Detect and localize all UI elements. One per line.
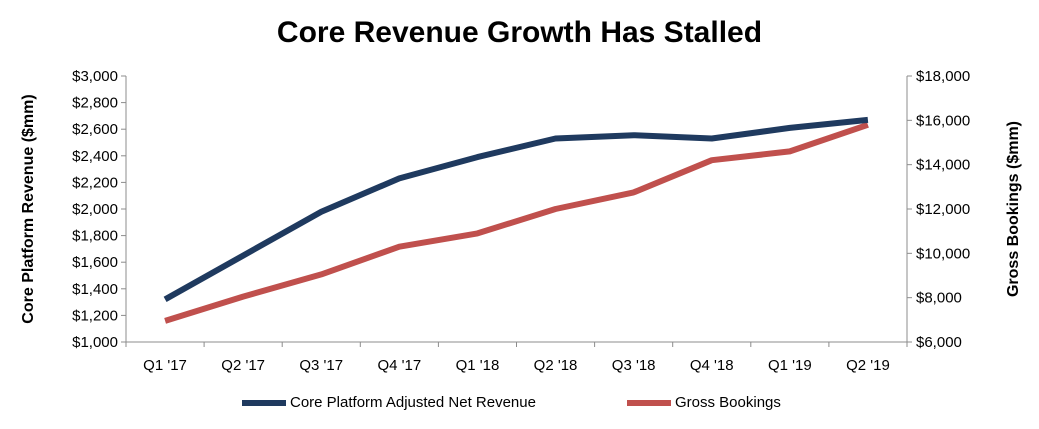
y-left-tick-label: $1,800 bbox=[72, 228, 118, 245]
y-left-tick-label: $2,800 bbox=[72, 95, 118, 112]
y-right-tick-label: $6,000 bbox=[916, 334, 962, 351]
y-left-tick-label: $2,200 bbox=[72, 174, 118, 191]
x-tick-label: Q1 '17 bbox=[143, 357, 187, 374]
y-left-tick-label: $2,400 bbox=[72, 148, 118, 165]
series-line-gross-bookings bbox=[164, 121, 869, 324]
x-tick-label: Q4 '17 bbox=[377, 357, 421, 374]
y-right-tick-label: $18,000 bbox=[916, 68, 970, 85]
x-tick-label: Q2 '17 bbox=[221, 357, 265, 374]
x-tick-label: Q1 '19 bbox=[768, 357, 812, 374]
series-line-core-revenue bbox=[163, 116, 869, 303]
y-right-tick-label: $10,000 bbox=[916, 245, 970, 262]
y-axis-right-title: Gross Bookings ($mm) bbox=[1005, 121, 1022, 297]
chart-title: Core Revenue Growth Has Stalled bbox=[276, 16, 763, 49]
x-tick-label: Q2 '19 bbox=[846, 357, 890, 374]
y-right-tick-label: $8,000 bbox=[916, 290, 962, 307]
x-tick-label: Q3 '18 bbox=[612, 357, 656, 374]
x-tick-label: Q3 '17 bbox=[299, 357, 343, 374]
legend-item-gross-bookings: Gross Bookings bbox=[627, 394, 781, 411]
x-tick-label: Q1 '18 bbox=[456, 357, 500, 374]
legend-label: Gross Bookings bbox=[675, 394, 781, 411]
x-tick-label: Q4 '18 bbox=[690, 357, 734, 374]
y-left-tick-label: $1,400 bbox=[72, 281, 118, 298]
y-left-tick-label: $1,600 bbox=[72, 254, 118, 271]
y-right-tick-label: $12,000 bbox=[916, 201, 970, 218]
y-left-tick-label: $2,600 bbox=[72, 121, 118, 138]
y-left-tick-label: $3,000 bbox=[72, 68, 118, 85]
y-left-tick-label: $1,000 bbox=[72, 334, 118, 351]
y-left-tick-label: $2,000 bbox=[72, 201, 118, 218]
legend-swatch bbox=[627, 399, 671, 406]
x-tick-label: Q2 '18 bbox=[534, 357, 578, 374]
y-axis-left-title: Core Platform Revenue ($mm) bbox=[20, 94, 37, 323]
y-right-tick-label: $16,000 bbox=[916, 112, 970, 129]
legend-item-core-revenue: Core Platform Adjusted Net Revenue bbox=[242, 394, 536, 411]
y-left-tick-label: $1,200 bbox=[72, 307, 118, 324]
y-right-tick-label: $14,000 bbox=[916, 157, 970, 174]
legend-swatch bbox=[242, 399, 286, 406]
legend: Core Platform Adjusted Net Revenue Gross… bbox=[0, 394, 1039, 414]
legend-label: Core Platform Adjusted Net Revenue bbox=[290, 394, 536, 411]
